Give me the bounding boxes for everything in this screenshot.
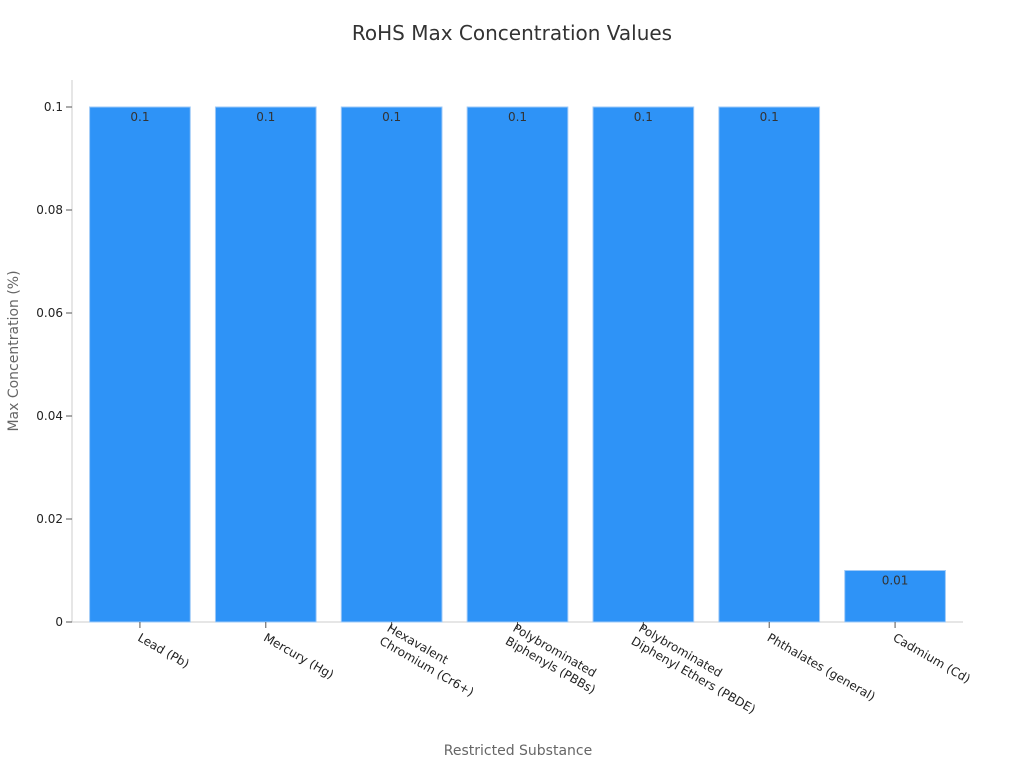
- y-tick-label: 0.08: [36, 203, 63, 217]
- data-label: 0.1: [130, 110, 149, 124]
- bar: [89, 106, 191, 623]
- x-tick-label: Phthalates (general): [765, 630, 878, 703]
- x-tick-label-line: Lead (Pb): [135, 630, 191, 671]
- y-tick-label: 0.02: [36, 512, 63, 526]
- bar: [340, 106, 443, 623]
- bars: [89, 106, 946, 623]
- x-tick-label-line: Mercury (Hg): [261, 630, 336, 681]
- y-tick-label: 0.06: [36, 306, 63, 320]
- x-tick-label: Cadmium (Cd): [891, 630, 973, 686]
- x-tick-label-line: Phthalates (general): [765, 630, 878, 703]
- y-ticks: 0 0.02 0.04 0.06 0.08 0.1: [36, 100, 72, 629]
- bar: [466, 106, 569, 623]
- x-tick-label: HexavalentChromium (Cr6+): [377, 621, 484, 699]
- x-axis-title: Restricted Substance: [444, 743, 592, 759]
- bar: [214, 106, 317, 623]
- x-tick-label: Lead (Pb): [135, 630, 191, 671]
- y-tick-label: 0.1: [44, 100, 63, 114]
- x-tick-label: Mercury (Hg): [261, 630, 336, 681]
- bar: [718, 106, 821, 623]
- data-label: 0.01: [882, 574, 909, 588]
- x-ticks: Lead (Pb) Mercury (Hg) HexavalentChromium …: [135, 621, 972, 717]
- y-tick-label: 0.04: [36, 409, 63, 423]
- data-label: 0.1: [256, 110, 275, 124]
- y-tick-label: 0: [55, 615, 63, 629]
- data-label: 0.1: [760, 110, 779, 124]
- x-tick-label-line: Diphenyl Ethers (PBDE): [629, 634, 758, 717]
- data-label: 0.1: [508, 110, 527, 124]
- x-tick-label-line: Cadmium (Cd): [891, 630, 973, 686]
- data-labels: 0.1 0.1 0.1 0.1 0.1 0.1 0.01: [130, 110, 908, 588]
- y-axis-title: Max Concentration (%): [6, 270, 22, 431]
- x-tick-label: PolybrominatedBiphenyls (PBBs): [503, 621, 605, 697]
- bar: [844, 570, 946, 623]
- chart-title: RoHS Max Concentration Values: [352, 21, 672, 45]
- data-label: 0.1: [634, 110, 653, 124]
- bar: [592, 106, 695, 623]
- x-tick-label: PolybrominatedDiphenyl Ethers (PBDE): [629, 621, 766, 717]
- data-label: 0.1: [382, 110, 401, 124]
